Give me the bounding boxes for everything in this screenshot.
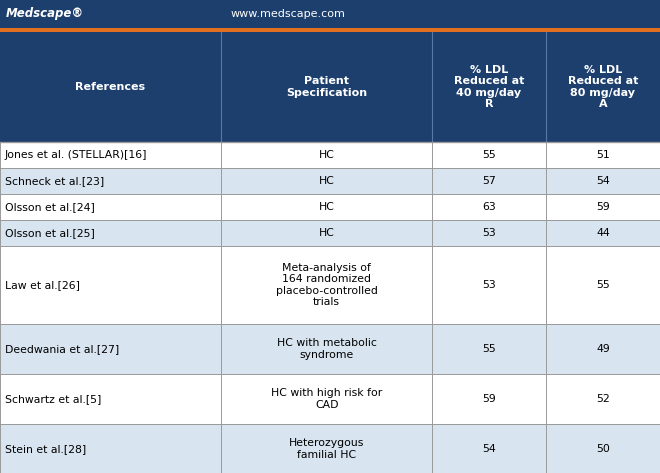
- Text: Meta-analysis of
164 randomized
placebo-controlled
trials: Meta-analysis of 164 randomized placebo-…: [276, 263, 378, 307]
- Text: 59: 59: [482, 394, 496, 404]
- Text: 53: 53: [482, 280, 496, 290]
- Text: 63: 63: [482, 202, 496, 212]
- Text: HC: HC: [319, 202, 335, 212]
- Text: Schwartz et al.[5]: Schwartz et al.[5]: [5, 394, 102, 404]
- Text: HC with high risk for
CAD: HC with high risk for CAD: [271, 388, 382, 410]
- Text: % LDL
Reduced at
40 mg/day
R: % LDL Reduced at 40 mg/day R: [454, 65, 524, 109]
- Bar: [0, 28, 660, 32]
- Text: 57: 57: [482, 176, 496, 186]
- Bar: [0, 168, 660, 194]
- Text: % LDL
Reduced at
80 mg/day
A: % LDL Reduced at 80 mg/day A: [568, 65, 638, 109]
- Text: 54: 54: [482, 444, 496, 454]
- Text: Stein et al.[28]: Stein et al.[28]: [5, 444, 86, 454]
- Bar: [0, 142, 660, 168]
- Text: 49: 49: [596, 344, 610, 354]
- Text: Patient
Specification: Patient Specification: [286, 76, 367, 98]
- Text: References: References: [75, 82, 146, 92]
- Bar: [0, 32, 660, 142]
- Text: HC with metabolic
syndrome: HC with metabolic syndrome: [277, 338, 377, 360]
- Text: Schneck et al.[23]: Schneck et al.[23]: [5, 176, 104, 186]
- Text: 50: 50: [596, 444, 610, 454]
- Text: 52: 52: [596, 394, 610, 404]
- Text: 51: 51: [596, 150, 610, 160]
- Bar: [0, 424, 660, 473]
- Text: Law et al.[26]: Law et al.[26]: [5, 280, 80, 290]
- Text: 55: 55: [482, 150, 496, 160]
- Text: 55: 55: [596, 280, 610, 290]
- Text: Heterozygous
familial HC: Heterozygous familial HC: [289, 438, 364, 460]
- Text: Medscape®: Medscape®: [6, 8, 84, 20]
- Bar: [0, 194, 660, 220]
- Text: Deedwania et al.[27]: Deedwania et al.[27]: [5, 344, 119, 354]
- Bar: [0, 220, 660, 246]
- Text: www.medscape.com: www.medscape.com: [231, 9, 346, 19]
- Bar: [0, 246, 660, 324]
- Text: 54: 54: [596, 176, 610, 186]
- Text: Olsson et al.[25]: Olsson et al.[25]: [5, 228, 95, 238]
- Text: 59: 59: [596, 202, 610, 212]
- Text: 55: 55: [482, 344, 496, 354]
- Text: Olsson et al.[24]: Olsson et al.[24]: [5, 202, 95, 212]
- Bar: [0, 374, 660, 424]
- Text: HC: HC: [319, 176, 335, 186]
- Text: HC: HC: [319, 150, 335, 160]
- Bar: [0, 324, 660, 374]
- Text: 44: 44: [596, 228, 610, 238]
- Bar: [0, 0, 660, 28]
- Text: 53: 53: [482, 228, 496, 238]
- Text: Jones et al. (STELLAR)[16]: Jones et al. (STELLAR)[16]: [5, 150, 147, 160]
- Text: HC: HC: [319, 228, 335, 238]
